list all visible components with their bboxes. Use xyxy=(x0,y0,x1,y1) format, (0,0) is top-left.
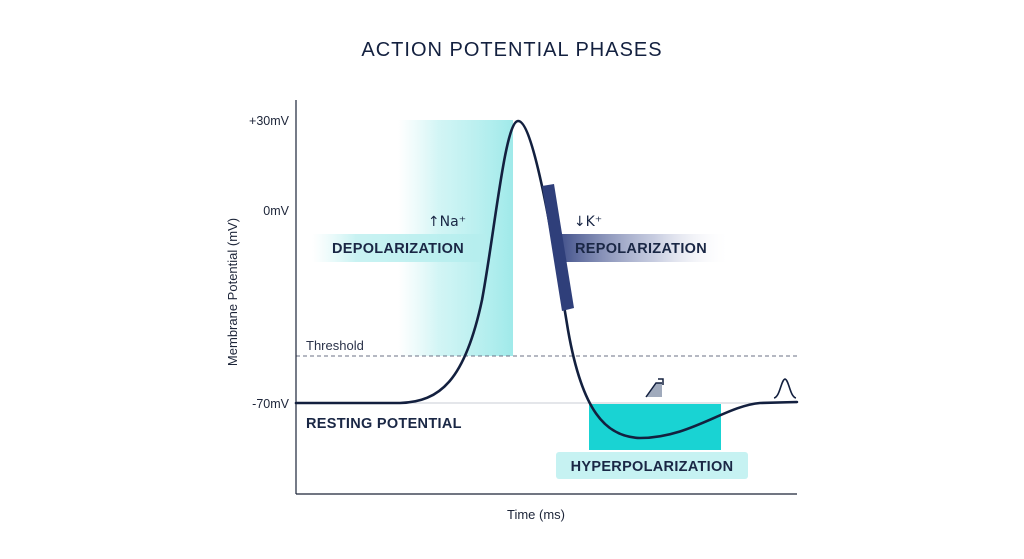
y-tick-label: -70mV xyxy=(252,397,289,411)
hyperpolarization-label: HYPERPOLARIZATION xyxy=(571,459,734,475)
repolarization-label-bg xyxy=(561,234,731,262)
action-potential-curve xyxy=(294,119,799,440)
depolarization-label-bg xyxy=(312,234,487,262)
rising-step-icon xyxy=(645,378,664,398)
diagram-title: ACTION POTENTIAL PHASES xyxy=(361,39,662,61)
spike-icon xyxy=(773,378,797,399)
y-tick-label: +30mV xyxy=(249,114,290,128)
hyperpolarization-box xyxy=(589,404,721,450)
threshold-label: Threshold xyxy=(306,338,364,353)
resting-potential-label: RESTING POTENTIAL xyxy=(306,416,462,432)
y-tick-label: 0mV xyxy=(263,204,289,218)
x-axis-title: Time (ms) xyxy=(507,507,565,522)
sodium-influx-label: ↑Na⁺ xyxy=(428,214,466,230)
repolarization-label: REPOLARIZATION xyxy=(575,241,707,257)
potassium-efflux-label: ↓K⁺ xyxy=(574,214,602,230)
depolarization-label: DEPOLARIZATION xyxy=(332,241,464,257)
y-axis-title: Membrane Potential (mV) xyxy=(225,218,240,366)
repolarization-marker xyxy=(542,184,574,311)
hyperpolarization-label-bg xyxy=(556,452,748,479)
